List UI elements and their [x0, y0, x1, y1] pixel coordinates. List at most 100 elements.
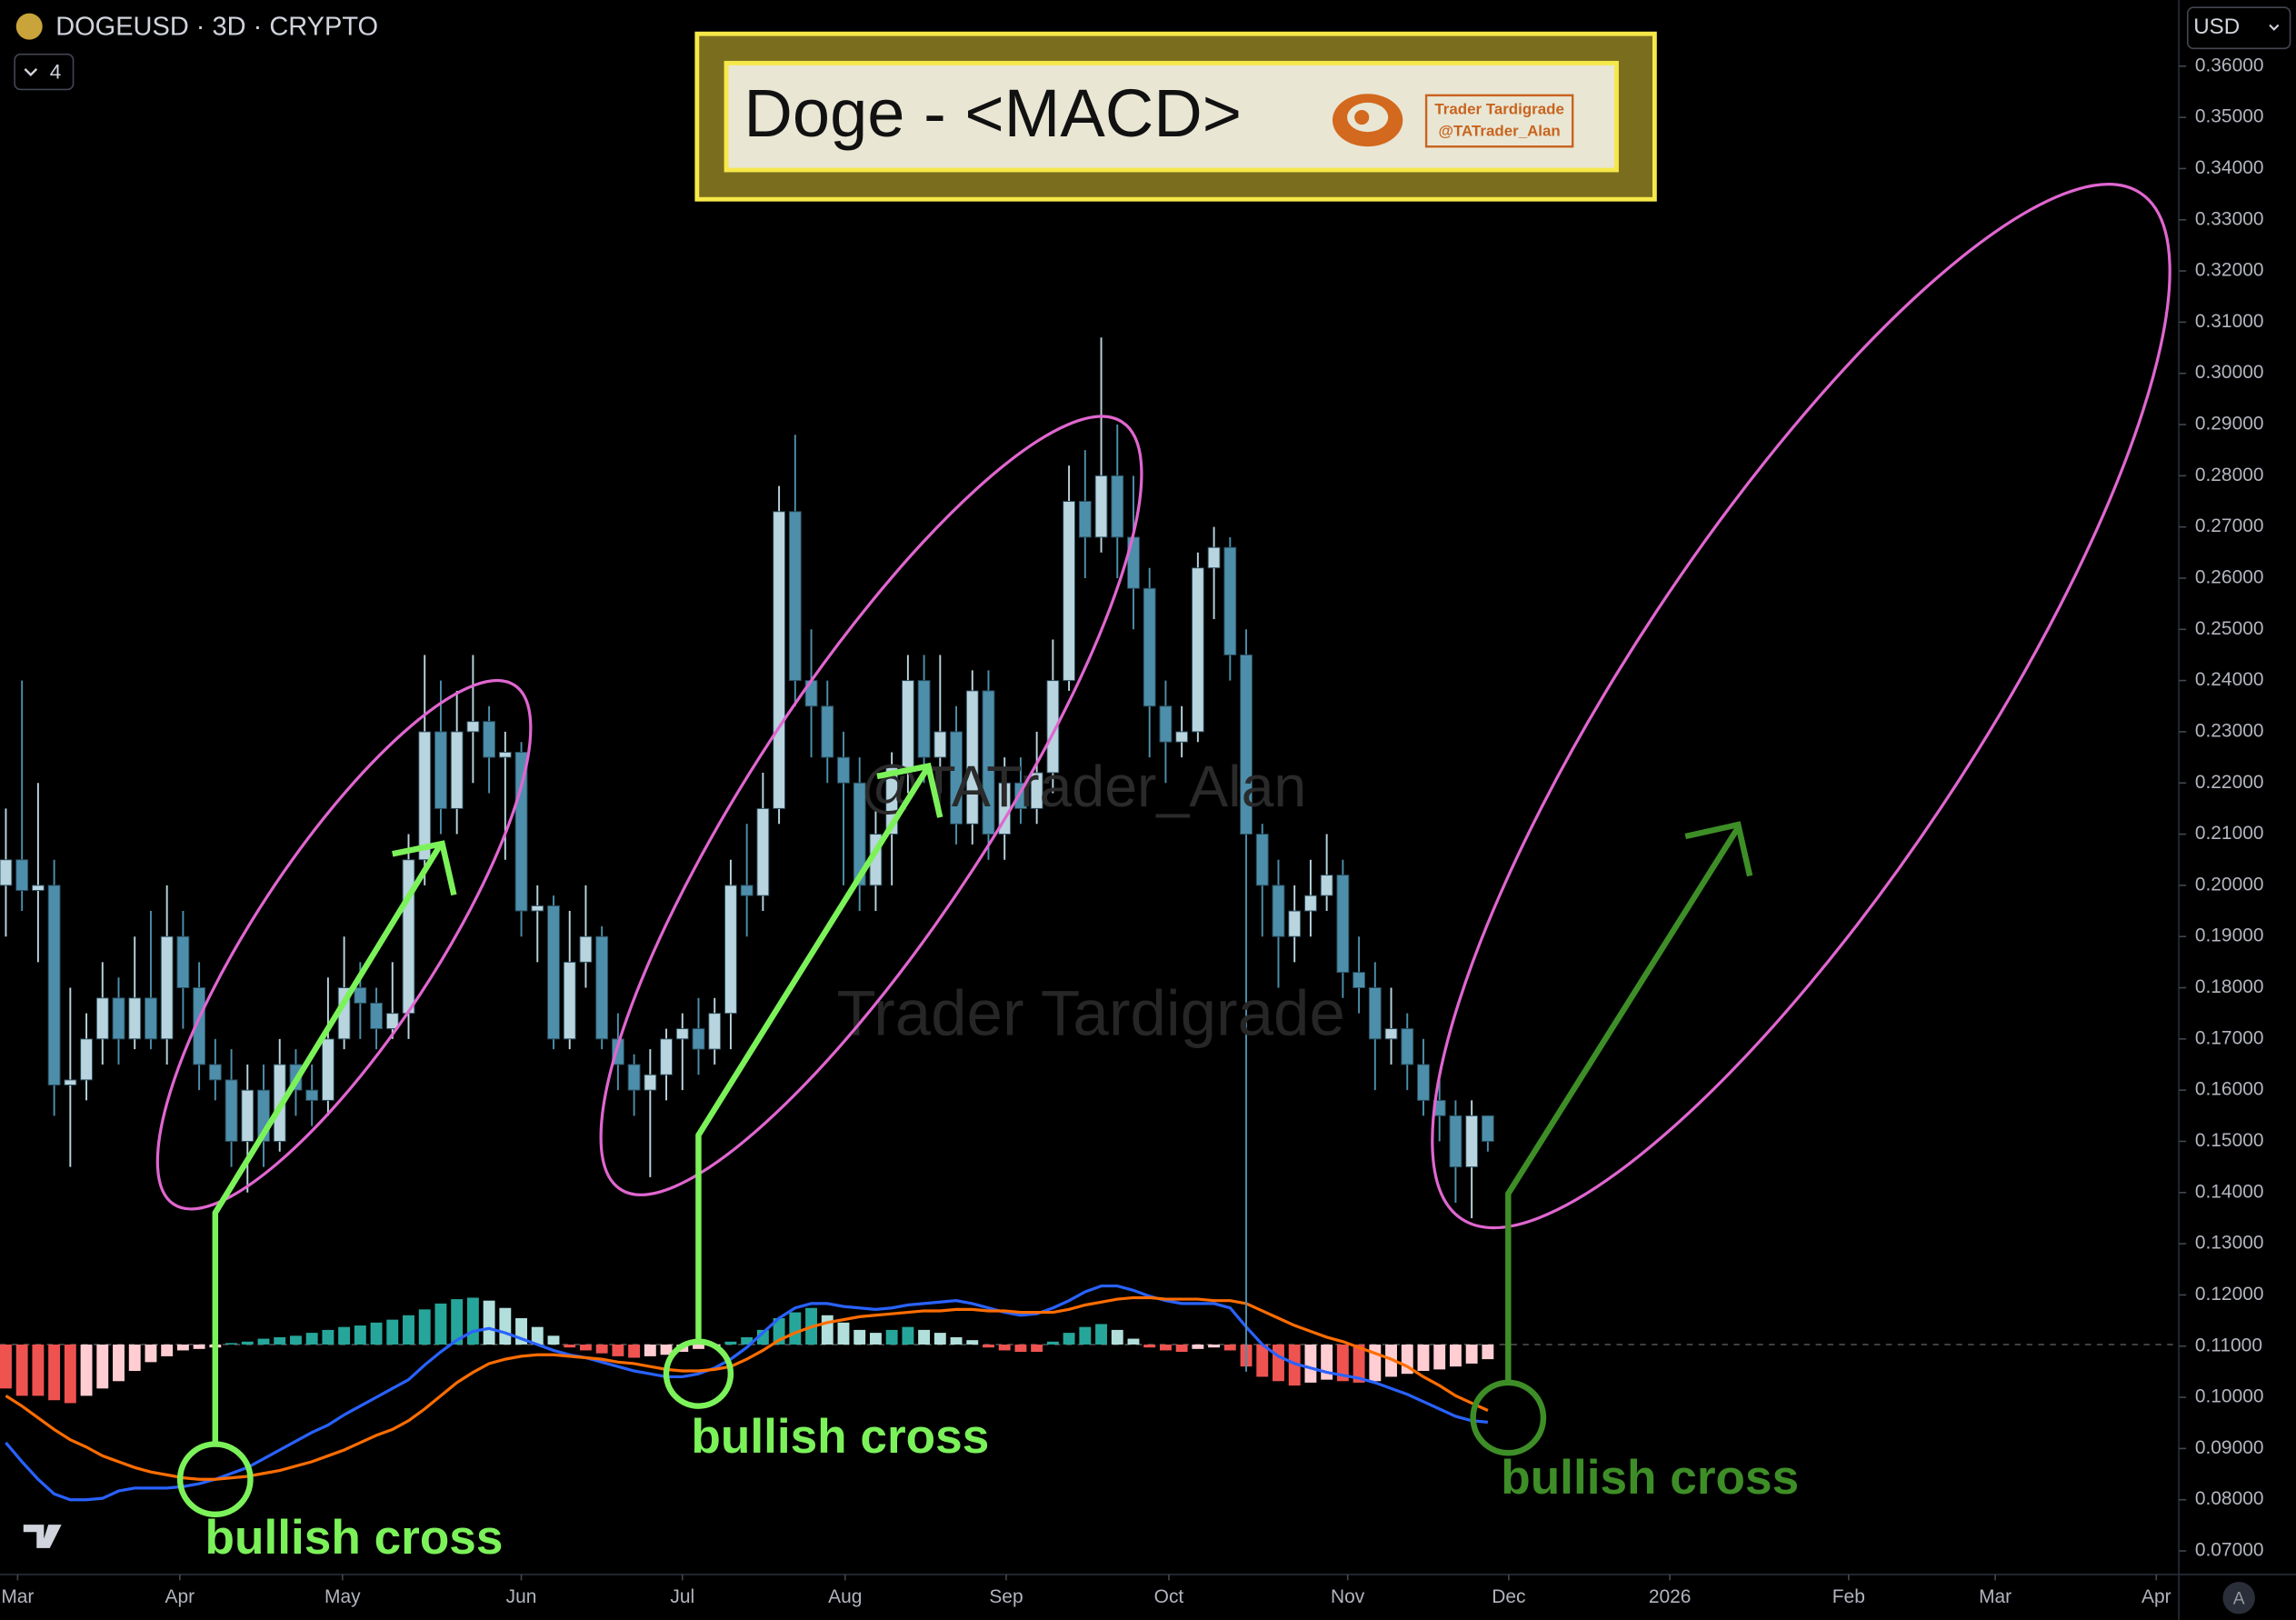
x-tick-label: May — [324, 1586, 361, 1607]
title-panel — [724, 60, 1619, 173]
x-tick-label: Mar — [1, 1586, 34, 1607]
histogram-bar — [821, 1315, 834, 1345]
histogram-bar — [451, 1299, 464, 1345]
candle-body — [563, 961, 576, 1040]
y-tick-label: 0.32000 — [2195, 260, 2264, 281]
x-tick-label: Apr — [165, 1586, 195, 1607]
histogram-bar — [1336, 1345, 1349, 1382]
logo-box — [1424, 94, 1574, 148]
y-tick-label: 0.27000 — [2195, 515, 2264, 536]
candle-body — [483, 721, 496, 758]
histogram-bar — [789, 1312, 802, 1345]
chart-title: Doge - <MACD> — [744, 75, 1242, 151]
histogram-bar — [1143, 1345, 1156, 1348]
axes: 0.36000 0.35000 0.34000 0.33000 0.32000 0.310… — [1, 55, 2263, 1607]
histogram-bar — [837, 1322, 850, 1345]
y-tick-label: 0.30000 — [2195, 362, 2264, 383]
histogram-bar — [1063, 1333, 1075, 1345]
candle-body — [1191, 567, 1204, 733]
histogram-bar — [1031, 1345, 1043, 1353]
histogram-bar — [322, 1329, 334, 1345]
y-tick-label: 0.26000 — [2195, 567, 2264, 588]
y-tick-label: 0.36000 — [2195, 55, 2264, 75]
cross-circle — [663, 1338, 734, 1409]
auto-label: A — [2233, 1589, 2245, 1608]
histogram-bar — [96, 1345, 109, 1389]
histogram-bar — [1223, 1345, 1236, 1351]
histogram-bar — [386, 1319, 399, 1345]
y-tick-label: 0.09000 — [2195, 1437, 2264, 1458]
candle-body — [15, 859, 29, 891]
x-tick-label: Apr — [2141, 1586, 2171, 1607]
candle-body — [450, 731, 464, 809]
candle-body — [740, 885, 754, 896]
histogram-bar — [564, 1345, 576, 1348]
title-box: Doge - <MACD> Trader Tardigrade @TATrade… — [694, 31, 1657, 202]
logo-icon — [1332, 94, 1403, 147]
candle-body — [225, 1079, 238, 1142]
y-tick-label: 0.12000 — [2195, 1284, 2264, 1305]
histogram-bar — [48, 1345, 61, 1401]
histogram-bar — [1127, 1338, 1140, 1345]
arrows — [1470, 821, 1753, 1456]
candle-body — [1143, 587, 1156, 707]
candle-body — [176, 935, 190, 988]
auto-button[interactable] — [2222, 1581, 2255, 1615]
histogram-bar — [998, 1345, 1011, 1351]
x-tick-label: Jun — [506, 1586, 537, 1607]
candle-body — [1240, 654, 1253, 835]
candle-body — [1303, 895, 1317, 912]
y-tick-label: 0.31000 — [2195, 311, 2264, 332]
y-tick-label: 0.34000 — [2195, 157, 2264, 178]
histogram-bar — [869, 1333, 882, 1345]
symbol[interactable]: DOGEUSD · 3D · CRYPTO — [55, 12, 378, 41]
histogram-bar — [1449, 1345, 1462, 1367]
logo-text: @TATrader_Alan — [1439, 123, 1561, 140]
candle-body — [788, 511, 802, 682]
candle-body — [370, 1002, 383, 1030]
histogram-bar — [612, 1345, 624, 1356]
histogram-bar — [274, 1336, 286, 1345]
x-tick-label: Jul — [670, 1586, 694, 1607]
candle-body — [821, 705, 834, 758]
histogram-bar — [1046, 1341, 1059, 1345]
indicator-toggle[interactable] — [14, 53, 75, 91]
candle-body — [1465, 1115, 1479, 1168]
y-tick-label: 0.33000 — [2195, 208, 2264, 229]
histogram-bar — [176, 1345, 189, 1351]
histogram-bar — [193, 1345, 205, 1349]
currency-button[interactable] — [2186, 6, 2291, 50]
histogram-bar — [1175, 1345, 1188, 1353]
candle-body — [965, 690, 979, 825]
histogram-bar — [933, 1333, 946, 1345]
candle-body — [193, 987, 206, 1065]
histogram-bar — [1079, 1326, 1092, 1345]
candle-body — [1255, 834, 1269, 886]
x-tick-label: Nov — [1331, 1586, 1365, 1607]
ellipse — [155, 678, 533, 1211]
y-tick-label: 0.20000 — [2195, 874, 2264, 895]
histogram-bar — [644, 1345, 656, 1356]
candle-body — [1401, 1028, 1414, 1065]
indicator-count: 4 — [50, 61, 62, 84]
ellipse — [599, 415, 1143, 1196]
histogram-bar — [466, 1297, 479, 1345]
candle-body — [1368, 987, 1382, 1040]
histogram-bar — [418, 1309, 431, 1345]
candle-body — [1094, 475, 1108, 538]
candle-body — [724, 885, 737, 1015]
histogram-bar — [80, 1345, 93, 1396]
candle-body — [1481, 1115, 1494, 1142]
candle-body — [1063, 501, 1076, 682]
macd-line — [5, 1284, 1489, 1502]
histogram-bar — [660, 1345, 673, 1355]
y-tick-label: 0.19000 — [2195, 925, 2264, 946]
histogram-bar — [241, 1341, 254, 1345]
candle-body — [660, 1038, 673, 1075]
histogram-bar — [1111, 1329, 1123, 1345]
x-tick-label: 2026 — [1649, 1586, 1692, 1607]
histogram-bar — [1095, 1324, 1107, 1345]
histogram-bar — [885, 1329, 898, 1345]
candle-body — [692, 1028, 705, 1050]
